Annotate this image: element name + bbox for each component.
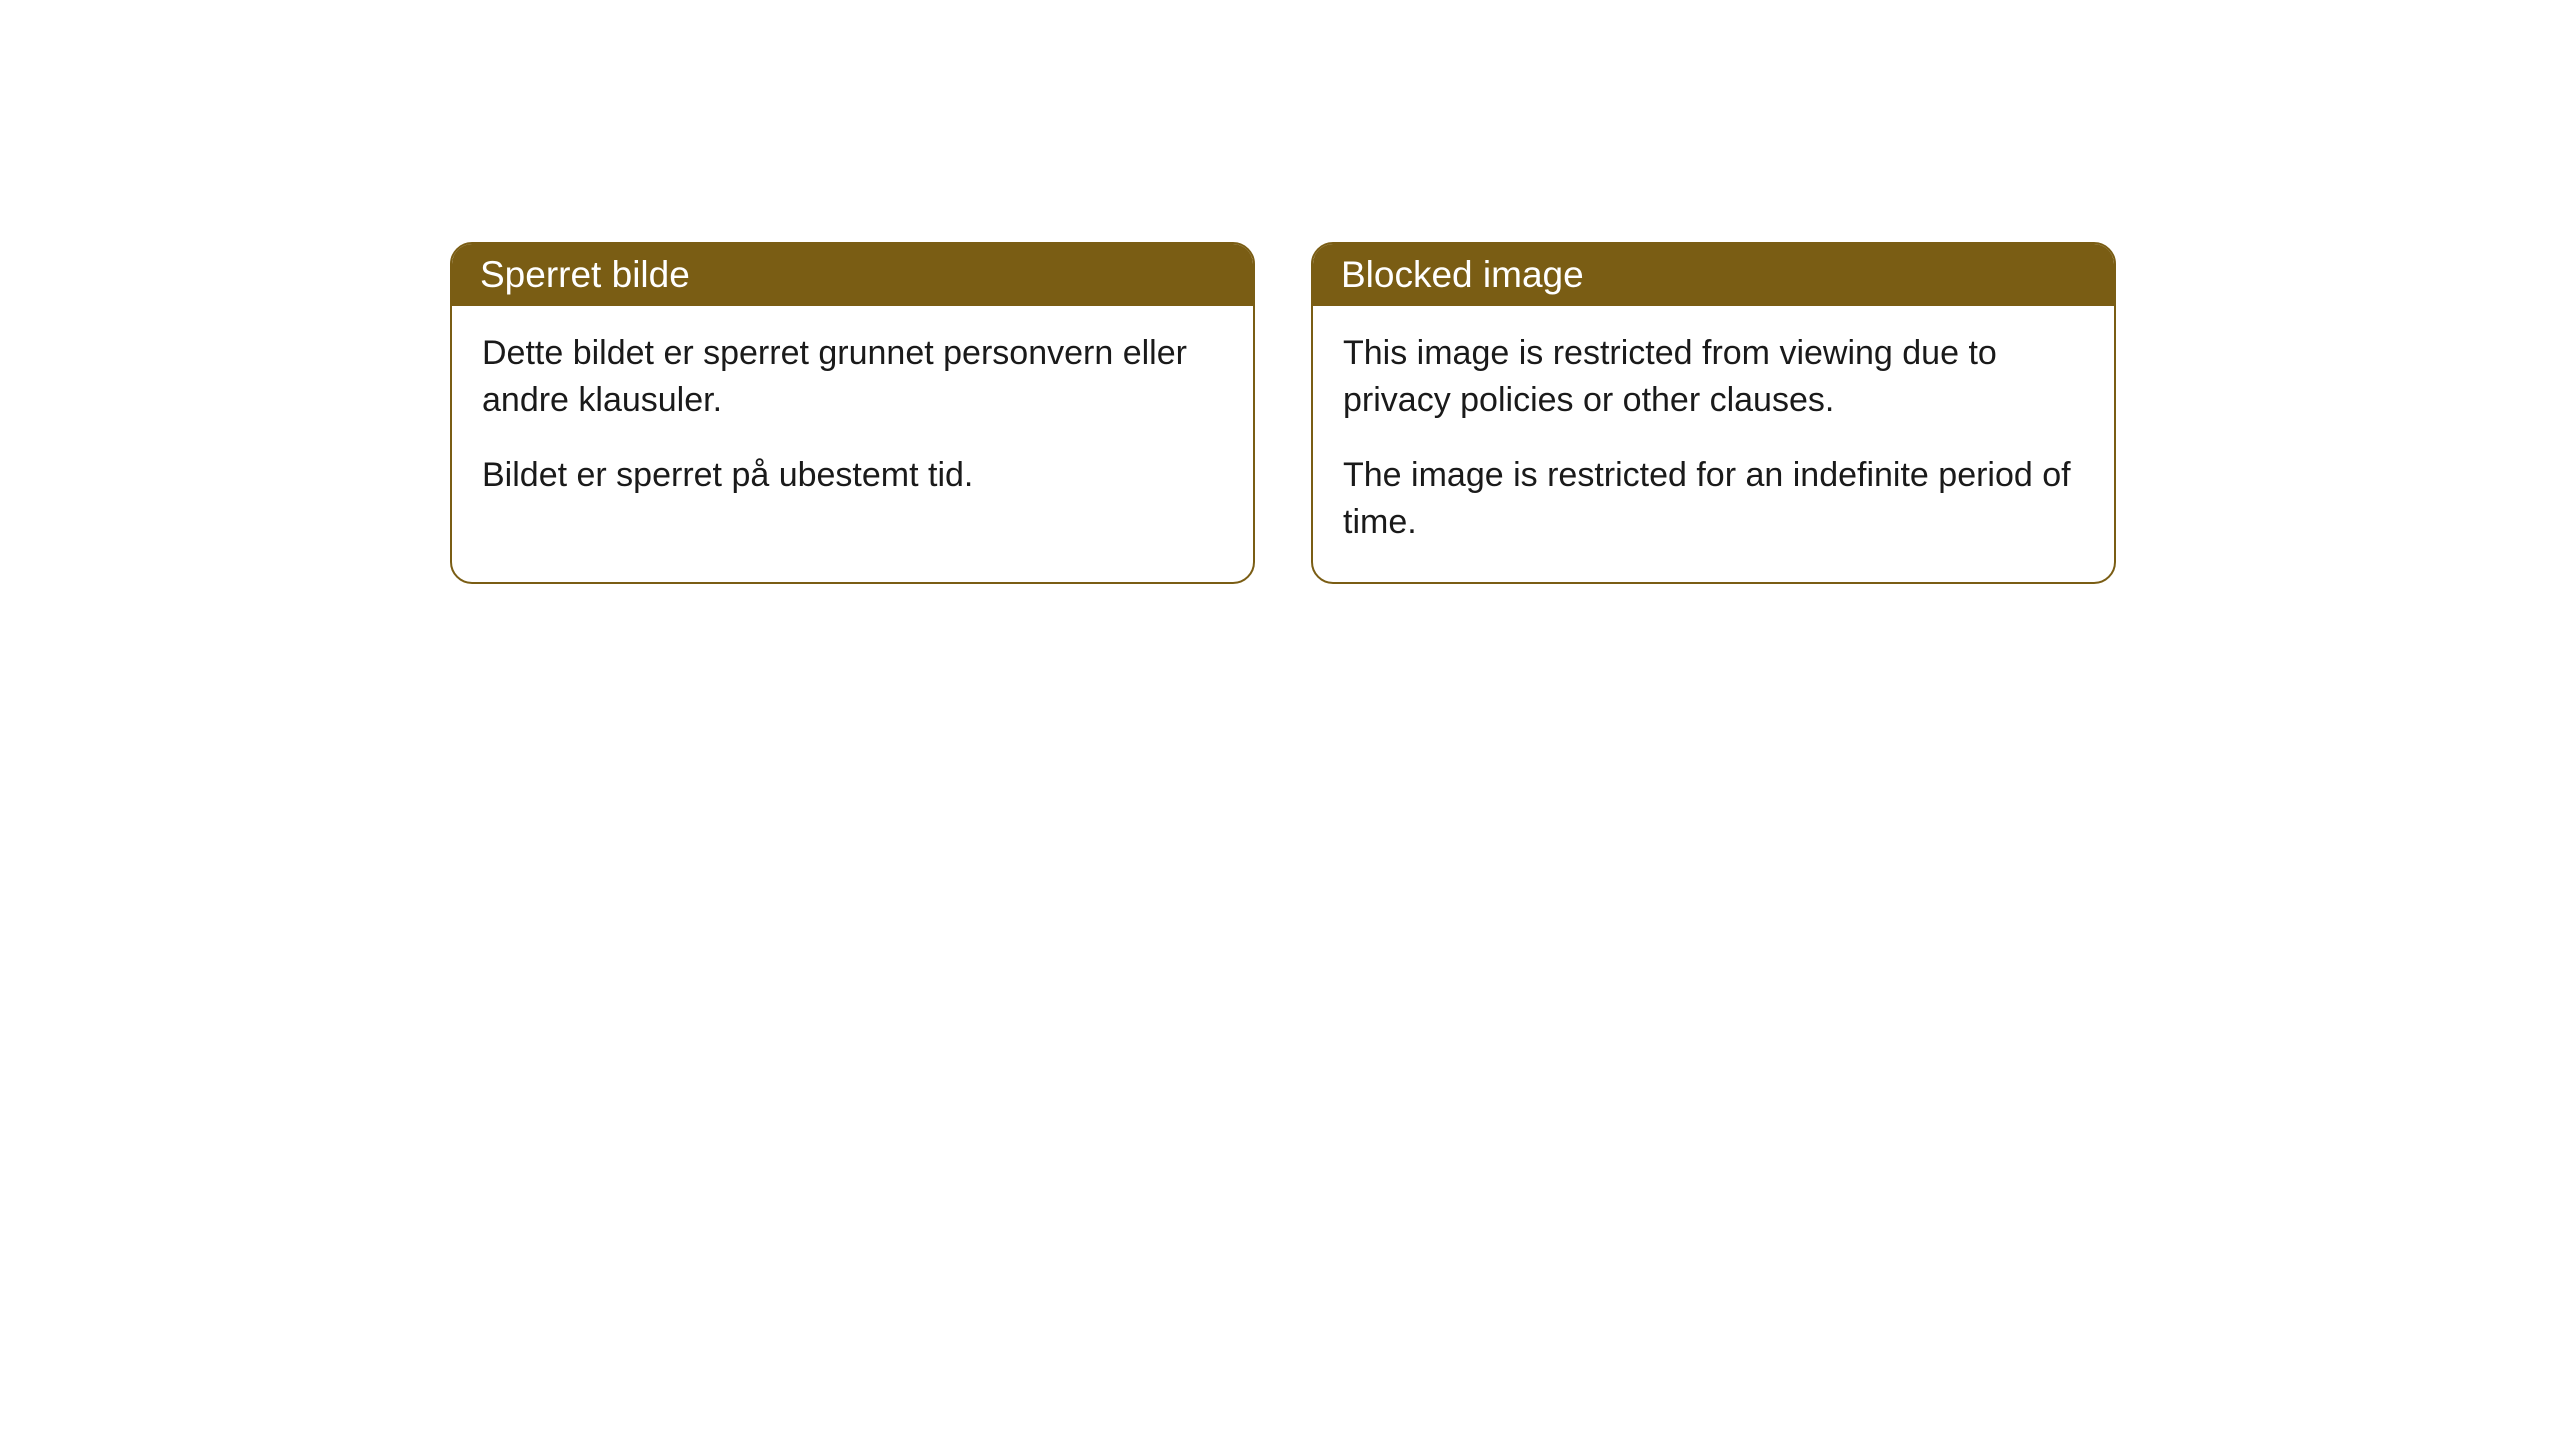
notice-paragraph: The image is restricted for an indefinit…	[1343, 452, 2084, 546]
notice-body: This image is restricted from viewing du…	[1313, 306, 2114, 582]
notice-paragraph: This image is restricted from viewing du…	[1343, 330, 2084, 424]
notice-title: Sperret bilde	[480, 254, 690, 295]
notice-body: Dette bildet er sperret grunnet personve…	[452, 306, 1253, 535]
notice-container: Sperret bilde Dette bildet er sperret gr…	[0, 0, 2560, 584]
notice-paragraph: Dette bildet er sperret grunnet personve…	[482, 330, 1223, 424]
notice-header: Sperret bilde	[452, 244, 1253, 306]
notice-paragraph: Bildet er sperret på ubestemt tid.	[482, 452, 1223, 499]
notice-card-norwegian: Sperret bilde Dette bildet er sperret gr…	[450, 242, 1255, 584]
notice-header: Blocked image	[1313, 244, 2114, 306]
notice-card-english: Blocked image This image is restricted f…	[1311, 242, 2116, 584]
notice-title: Blocked image	[1341, 254, 1584, 295]
